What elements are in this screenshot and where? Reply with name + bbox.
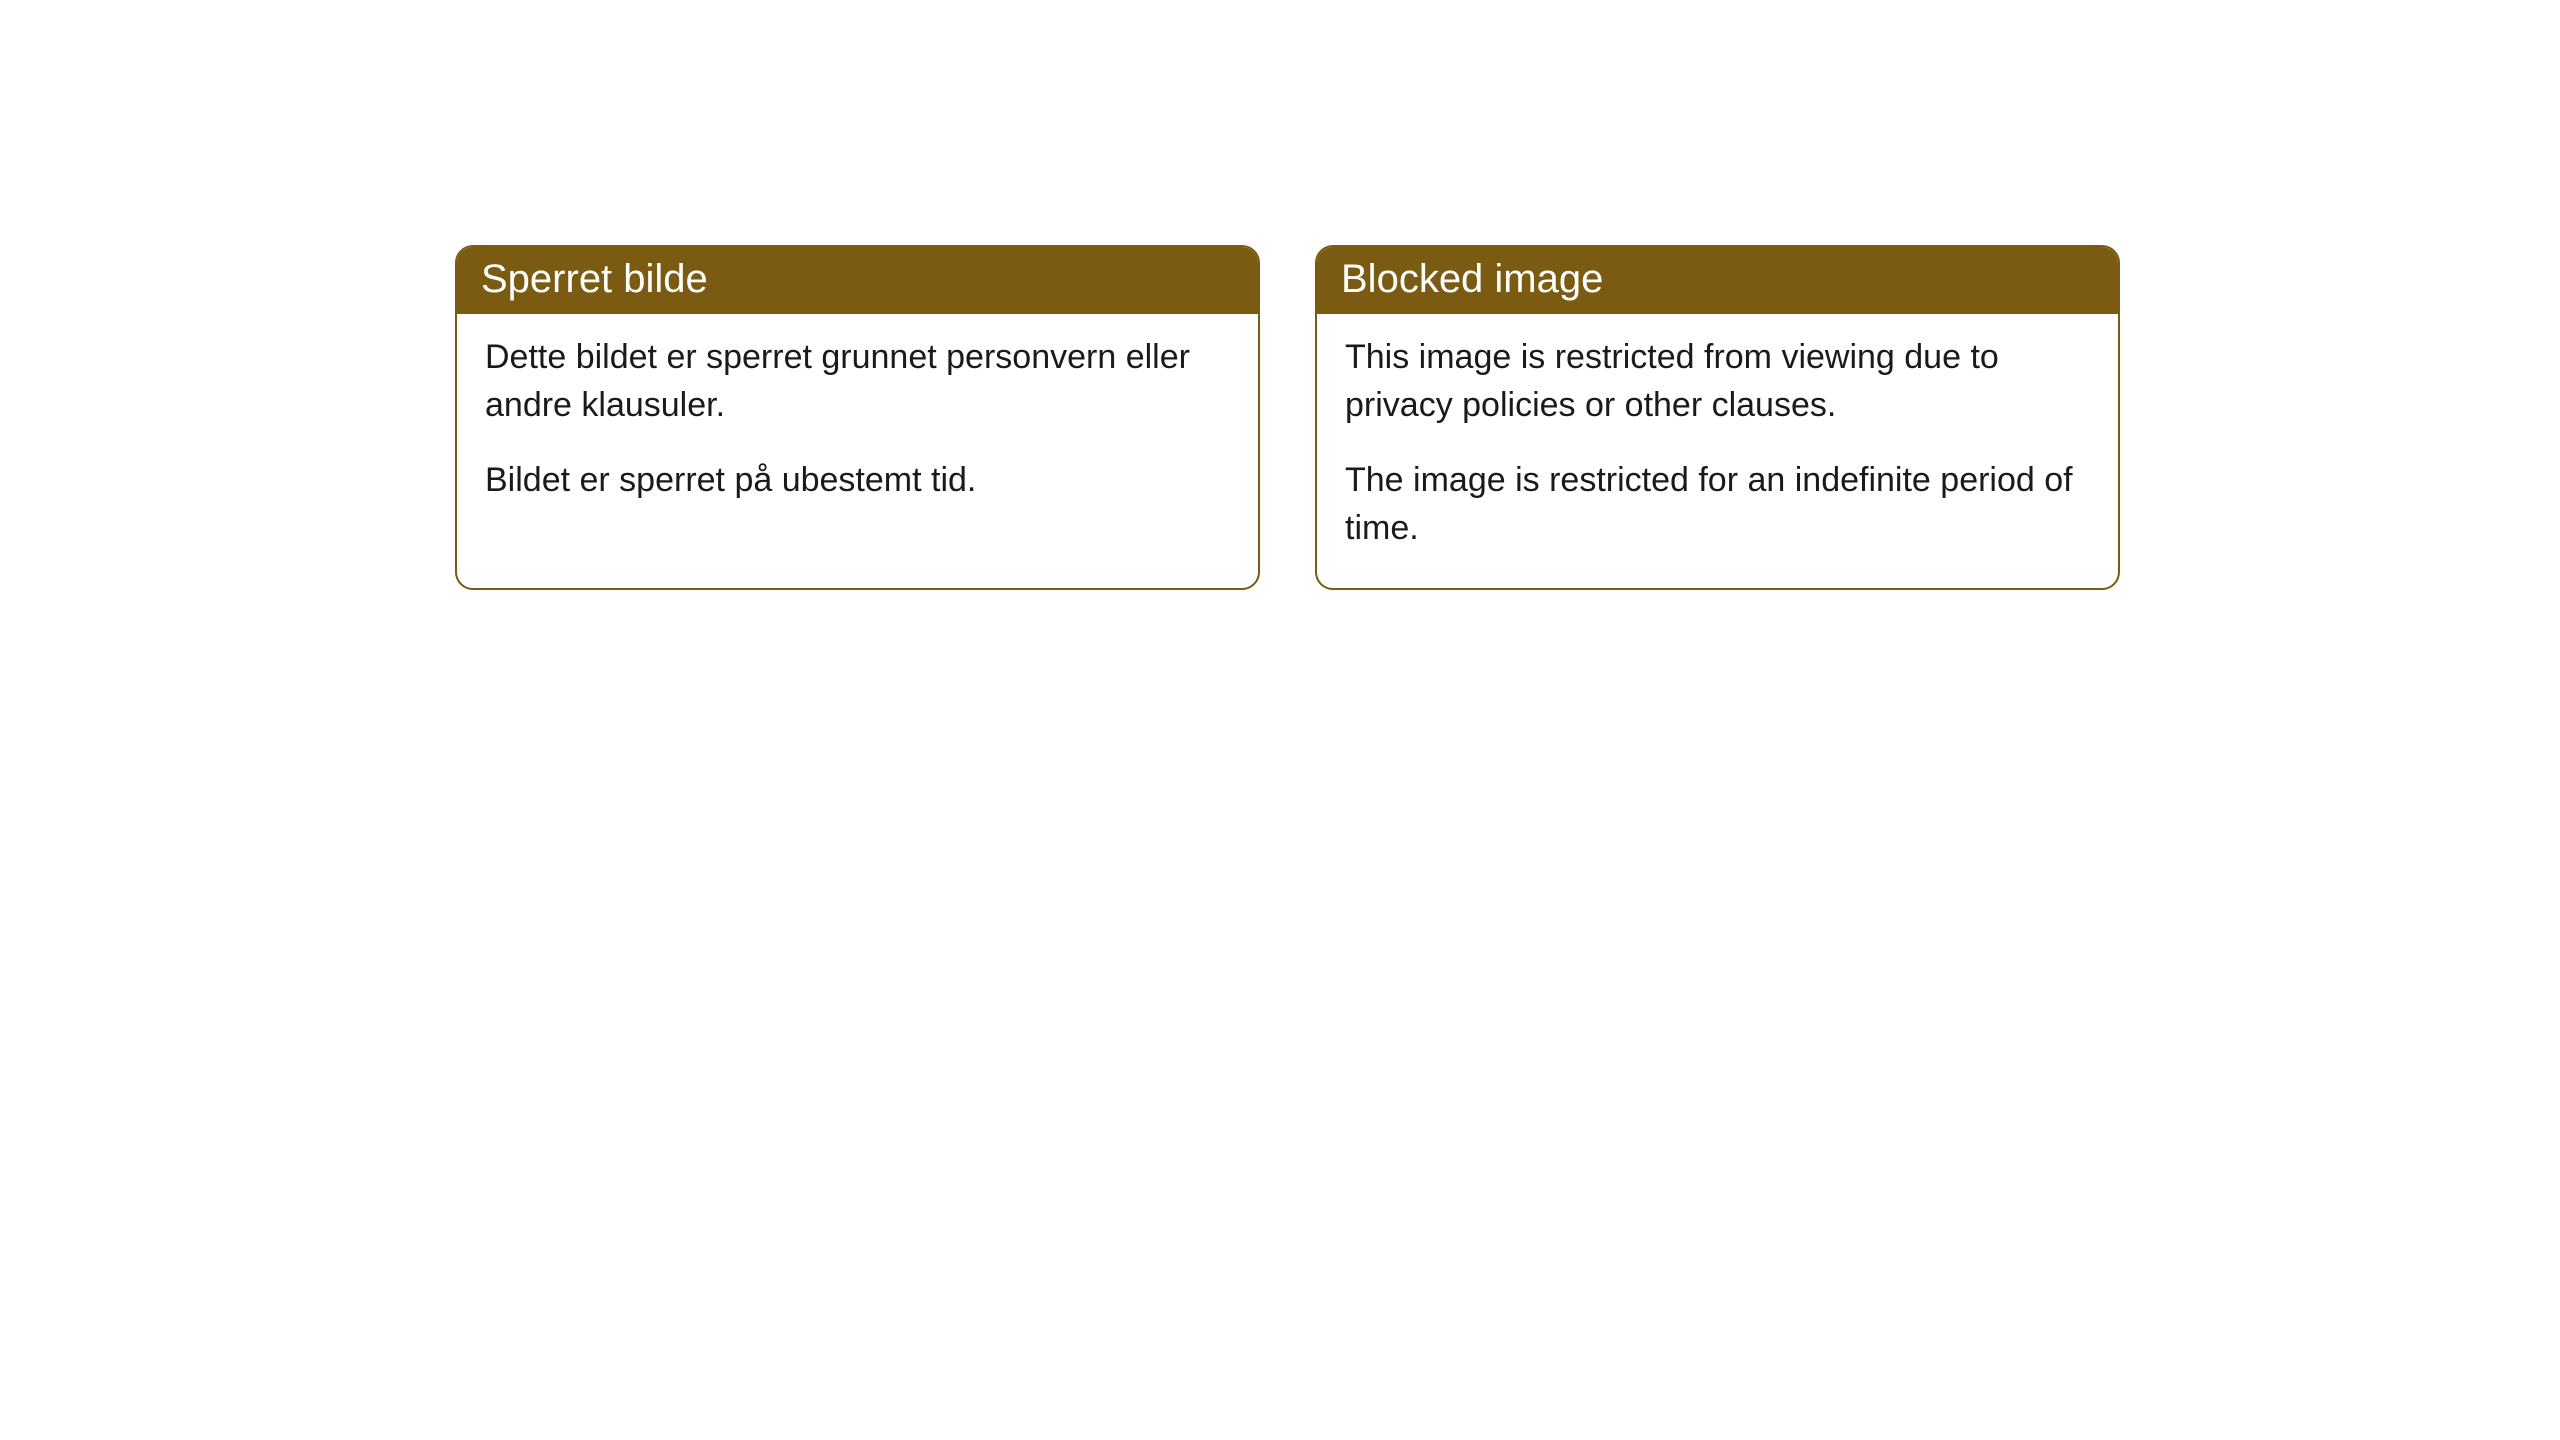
notice-card-english: Blocked image This image is restricted f… (1315, 245, 2120, 590)
paragraph-text: The image is restricted for an indefinit… (1345, 457, 2090, 552)
paragraph-text: This image is restricted from viewing du… (1345, 334, 2090, 429)
card-header-norwegian: Sperret bilde (457, 247, 1258, 314)
notice-cards-container: Sperret bilde Dette bildet er sperret gr… (455, 245, 2560, 590)
notice-card-norwegian: Sperret bilde Dette bildet er sperret gr… (455, 245, 1260, 590)
paragraph-text: Bildet er sperret på ubestemt tid. (485, 457, 1230, 505)
card-header-english: Blocked image (1317, 247, 2118, 314)
paragraph-text: Dette bildet er sperret grunnet personve… (485, 334, 1230, 429)
card-body-norwegian: Dette bildet er sperret grunnet personve… (457, 314, 1258, 541)
card-body-english: This image is restricted from viewing du… (1317, 314, 2118, 588)
